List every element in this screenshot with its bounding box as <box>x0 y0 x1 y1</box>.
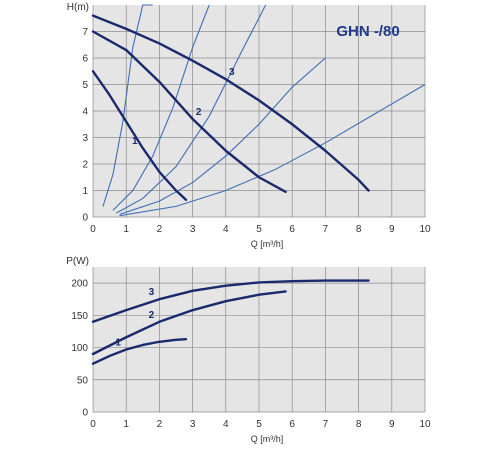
chart1-x-tick-label: 7 <box>323 224 329 235</box>
chart1-series-line <box>91 14 370 192</box>
chart2-series-line <box>91 337 188 365</box>
chart2-series-line <box>91 290 287 356</box>
chart1-curve-label: 1 <box>132 136 138 147</box>
chart2-y-axis-label: P(W) <box>66 256 89 267</box>
chart1-x-tick-label: 4 <box>223 224 229 235</box>
chart1-title: GHN -/80 <box>336 23 399 40</box>
chart1-series-line <box>91 30 287 194</box>
chart1-y-axis-label: H(m) <box>67 2 89 13</box>
chart1-y-tick-label: 6 <box>82 54 88 65</box>
chart1-x-tick-label: 0 <box>90 224 96 235</box>
chart1-system-curve <box>119 57 326 215</box>
chart2-y-tick-label: 150 <box>71 311 88 322</box>
chart2-x-tick-label: 4 <box>223 419 229 430</box>
chart2-x-tick-label: 2 <box>157 419 163 430</box>
chart2-y-tick-label: 200 <box>71 279 88 290</box>
chart1-series-line <box>91 70 188 201</box>
chart2-y-tick-label: 50 <box>77 375 89 386</box>
chart1-y-tick-label: 4 <box>82 107 88 118</box>
chart2-series-line <box>91 279 370 323</box>
chart2-x-tick-label: 0 <box>90 419 96 430</box>
chart1-x-tick-label: 10 <box>419 224 431 235</box>
chart1-y-tick-label: 1 <box>82 186 88 197</box>
chart2-curve-label: 1 <box>115 337 121 348</box>
chart1-x-tick-label: 1 <box>123 224 129 235</box>
chart1-curve-label: 3 <box>229 67 235 78</box>
chart1-x-tick-label: 5 <box>256 224 262 235</box>
chart2-x-tick-label: 9 <box>389 419 395 430</box>
chart2-x-tick-label: 8 <box>356 419 362 430</box>
chart1-y-tick-label: 7 <box>82 27 88 38</box>
chart1-x-tick-label: 9 <box>389 224 395 235</box>
chart2-x-axis-label: Q [m³/h] <box>251 434 284 444</box>
chart2-x-tick-label: 1 <box>123 419 129 430</box>
chart2-x-tick-label: 10 <box>419 419 431 430</box>
chart1-x-axis-label: Q [m³/h] <box>251 239 284 249</box>
chart1-curve-label: 2 <box>196 107 202 118</box>
chart1-x-tick-label: 8 <box>356 224 362 235</box>
chart1-y-tick-label: 2 <box>82 160 88 171</box>
chart2-curve-label: 3 <box>149 287 155 298</box>
chart1-y-tick-label: 0 <box>82 213 88 224</box>
chart2-x-tick-label: 6 <box>289 419 295 430</box>
chart2-x-tick-label: 7 <box>323 419 329 430</box>
chart1-system-curve <box>112 4 210 211</box>
chart1-x-tick-label: 2 <box>157 224 163 235</box>
chart2-x-tick-label: 5 <box>256 419 262 430</box>
chart1-y-tick-label: 3 <box>82 133 88 144</box>
chart1-system-curve <box>102 4 153 207</box>
chart2-y-tick-label: 0 <box>82 408 88 419</box>
chart1-system-curve <box>115 4 267 214</box>
chart1-y-tick-label: 5 <box>82 80 88 91</box>
chart1-x-tick-label: 3 <box>190 224 196 235</box>
chart2-curve-label: 2 <box>149 310 155 321</box>
chart2-y-tick-label: 100 <box>71 343 88 354</box>
chart1-x-tick-label: 6 <box>289 224 295 235</box>
chart2-x-tick-label: 3 <box>190 419 196 430</box>
chart1-system-curve <box>119 84 426 217</box>
